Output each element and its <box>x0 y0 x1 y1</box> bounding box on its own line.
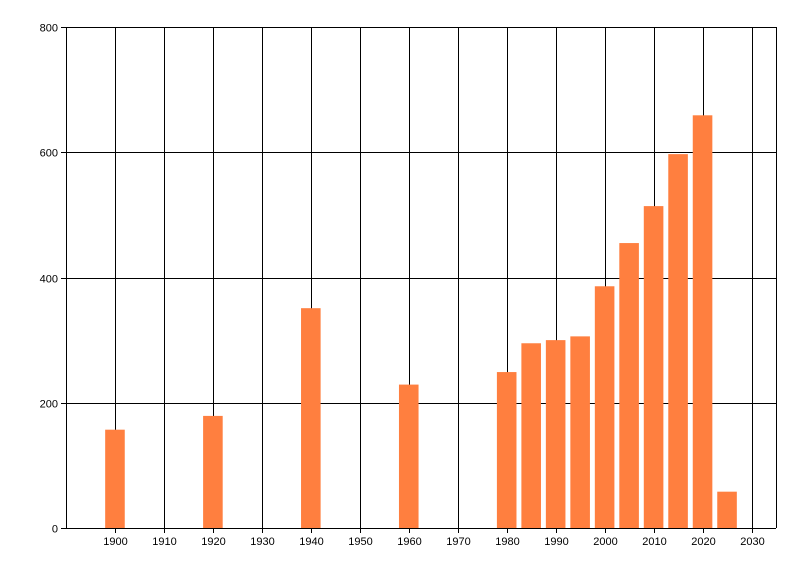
y-tick-label-600: 600 <box>40 148 58 160</box>
bar-2025 <box>717 491 737 528</box>
y-tick-label-800: 800 <box>40 23 58 35</box>
bar-1985 <box>521 343 541 528</box>
bar-1995 <box>570 336 590 528</box>
x-tick-label-1930: 1930 <box>250 536 274 548</box>
bar-1900 <box>105 429 125 528</box>
x-tick-label-1920: 1920 <box>201 536 225 548</box>
x-tick-label-1900: 1900 <box>103 536 127 548</box>
bar-2000 <box>594 286 615 528</box>
tick-labels-layer: 0 200 400 600 800 1900 1910 1920 1930 1940 1950 196… <box>40 23 765 549</box>
x-tick-label-1970: 1970 <box>446 536 470 548</box>
x-tick-label-1940: 1940 <box>299 536 323 548</box>
x-tick-label-1910: 1910 <box>152 536 176 548</box>
bar-2005 <box>619 243 639 528</box>
y-tick-label-0: 0 <box>52 524 58 536</box>
bar-2015 <box>668 154 688 528</box>
x-tick-label-2020: 2020 <box>691 536 715 548</box>
bar-2010 <box>643 206 664 529</box>
x-tick-label-1950: 1950 <box>348 536 372 548</box>
bar-1980 <box>496 372 517 528</box>
bar-1990 <box>545 340 566 528</box>
bar-1920 <box>203 415 223 528</box>
x-tick-label-1980: 1980 <box>495 536 519 548</box>
bar-1960 <box>398 384 419 528</box>
x-tick-label-1990: 1990 <box>544 536 568 548</box>
y-tick-label-400: 400 <box>40 274 58 286</box>
bar-2020 <box>692 115 713 529</box>
y-tick-label-200: 200 <box>40 399 58 411</box>
x-tick-label-1960: 1960 <box>397 536 421 548</box>
bar-1940 <box>301 308 321 528</box>
bars-layer <box>105 115 737 529</box>
axes-layer <box>61 27 776 533</box>
x-tick-label-2010: 2010 <box>642 536 666 548</box>
x-tick-label-2030: 2030 <box>740 536 764 548</box>
x-tick-label-2000: 2000 <box>593 536 617 548</box>
